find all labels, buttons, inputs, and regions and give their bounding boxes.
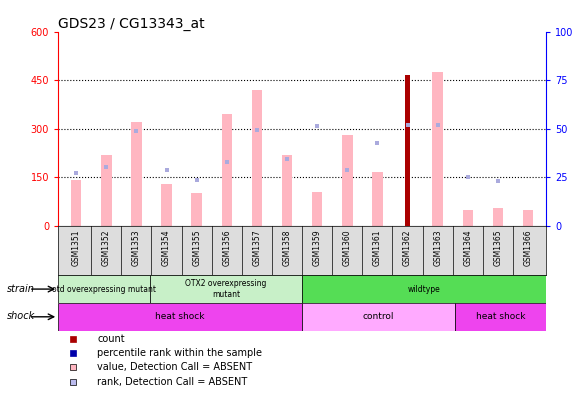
Bar	[302, 275, 546, 303]
Bar	[372, 172, 383, 226]
Text: GSM1363: GSM1363	[433, 229, 442, 266]
Text: GSM1352: GSM1352	[102, 229, 111, 266]
Bar	[191, 193, 202, 226]
Text: GSM1364: GSM1364	[463, 229, 472, 266]
Text: percentile rank within the sample: percentile rank within the sample	[97, 348, 262, 358]
Bar	[101, 154, 112, 226]
Bar	[58, 275, 150, 303]
Text: otd overexpressing mutant: otd overexpressing mutant	[52, 285, 156, 293]
Text: GSM1357: GSM1357	[252, 229, 261, 266]
Text: OTX2 overexpressing
mutant: OTX2 overexpressing mutant	[185, 280, 267, 299]
Text: count: count	[97, 333, 125, 343]
Text: control: control	[363, 312, 394, 321]
Text: value, Detection Call = ABSENT: value, Detection Call = ABSENT	[97, 362, 252, 372]
Bar	[221, 114, 232, 226]
Text: GSM1353: GSM1353	[132, 229, 141, 266]
Text: heat shock: heat shock	[476, 312, 525, 321]
Text: GSM1354: GSM1354	[162, 229, 171, 266]
Text: GSM1365: GSM1365	[493, 229, 503, 266]
Bar	[454, 303, 546, 331]
Bar	[432, 72, 443, 226]
Text: shock: shock	[7, 311, 35, 322]
Text: GSM1359: GSM1359	[313, 229, 322, 266]
Bar	[312, 192, 322, 226]
Bar	[302, 303, 454, 331]
Text: strain: strain	[7, 284, 35, 294]
Bar	[462, 209, 473, 226]
Text: wildtype: wildtype	[408, 285, 440, 293]
Bar	[71, 181, 81, 226]
Bar	[131, 122, 142, 226]
Bar	[282, 154, 292, 226]
Text: GDS23 / CG13343_at: GDS23 / CG13343_at	[58, 17, 205, 30]
Text: GSM1356: GSM1356	[223, 229, 231, 266]
Bar	[58, 303, 302, 331]
Text: GSM1366: GSM1366	[523, 229, 533, 266]
Bar	[342, 135, 353, 226]
Bar	[252, 90, 262, 226]
Bar	[406, 75, 410, 226]
Text: GSM1362: GSM1362	[403, 229, 412, 266]
Text: heat shock: heat shock	[155, 312, 205, 321]
Bar	[493, 208, 503, 226]
Text: rank, Detection Call = ABSENT: rank, Detection Call = ABSENT	[97, 377, 248, 386]
Text: GSM1351: GSM1351	[71, 229, 81, 266]
Text: GSM1358: GSM1358	[282, 229, 292, 266]
Bar	[523, 209, 533, 226]
Text: GSM1361: GSM1361	[373, 229, 382, 266]
Text: GSM1360: GSM1360	[343, 229, 352, 266]
Bar	[150, 275, 302, 303]
Text: GSM1355: GSM1355	[192, 229, 201, 266]
Bar	[162, 184, 172, 226]
